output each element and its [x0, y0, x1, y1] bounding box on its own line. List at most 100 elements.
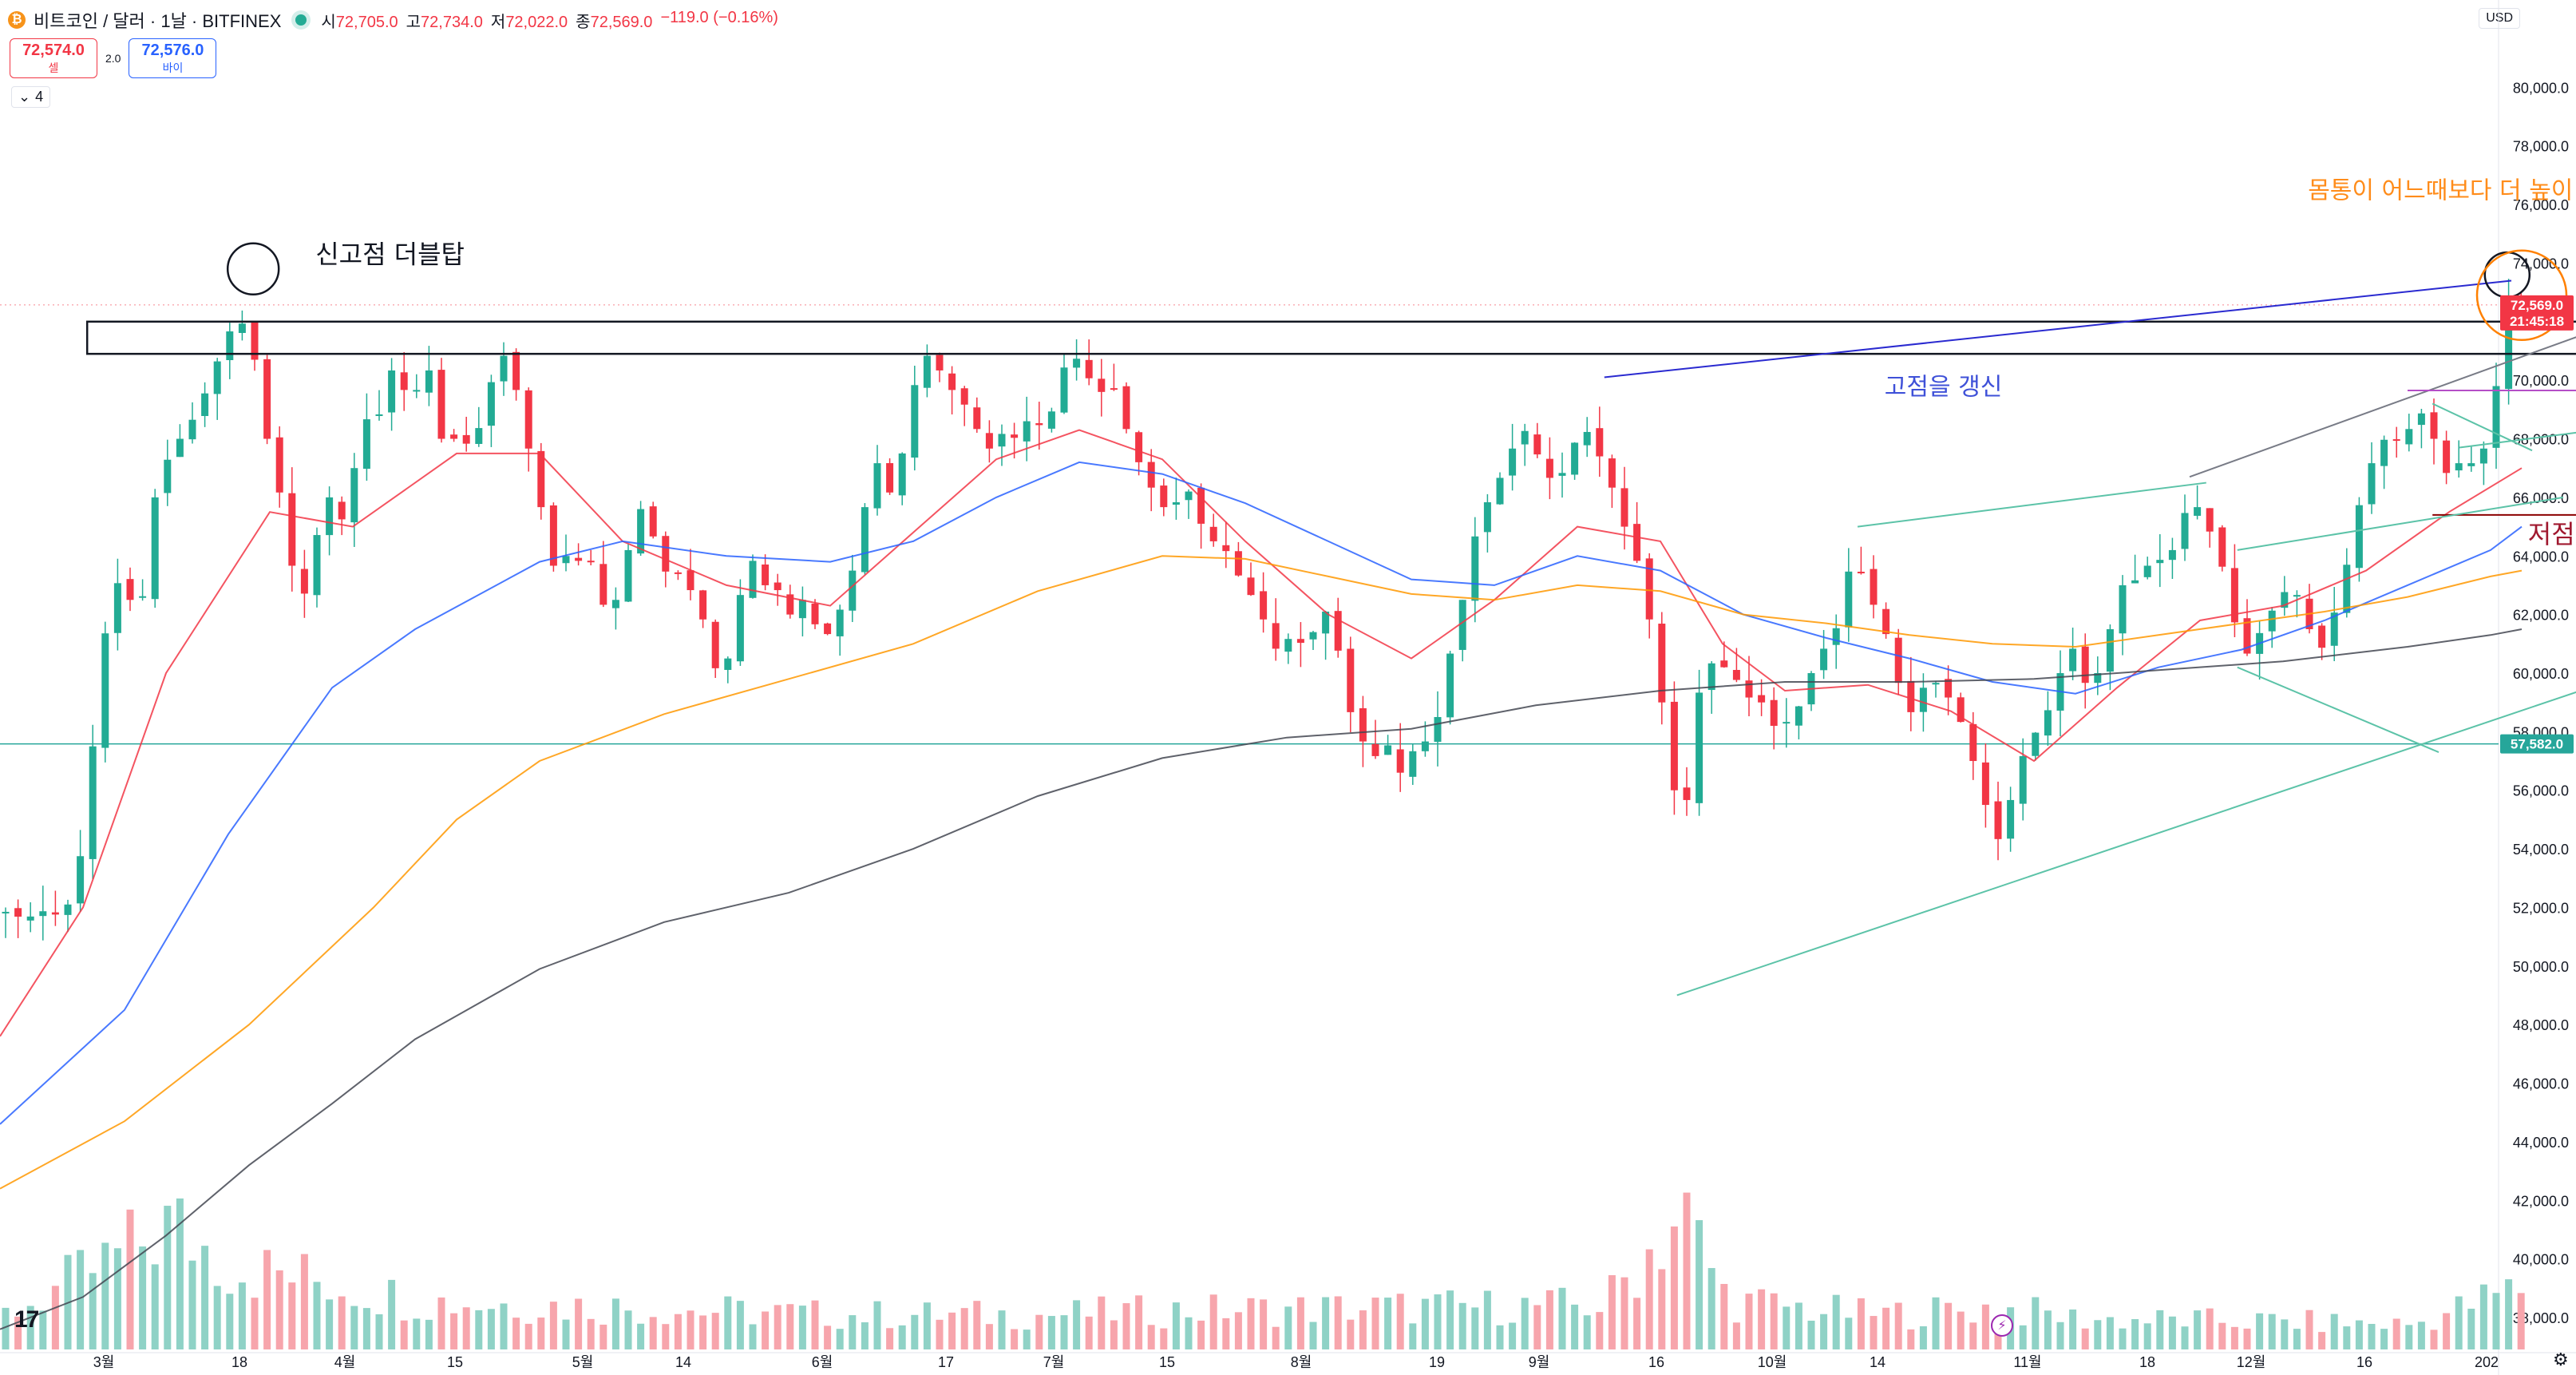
candle-body — [1172, 502, 1180, 505]
candle-body — [1110, 388, 1118, 390]
volume-bar — [2505, 1279, 2513, 1349]
candle-body — [2206, 508, 2214, 532]
candle-body — [599, 564, 607, 605]
volume-bar — [2256, 1313, 2264, 1349]
candle-body — [126, 579, 134, 600]
volume-bar — [1247, 1298, 1255, 1349]
volume-bar — [1209, 1294, 1217, 1349]
volume-bar — [39, 1310, 47, 1349]
volume-bar — [960, 1308, 968, 1349]
volume-bar — [1783, 1306, 1791, 1349]
indicators-toggle[interactable]: ⌄ 4 — [11, 86, 51, 108]
gear-icon[interactable]: ⚙ — [2553, 1349, 2569, 1369]
candle-body — [973, 407, 981, 430]
volume-bar — [2131, 1319, 2139, 1349]
buy-button[interactable]: 72,576.0 바이 — [129, 38, 217, 78]
candle-body — [2181, 513, 2189, 549]
y-tick-label: 54,000.0 — [2513, 842, 2569, 858]
candle-body — [2131, 580, 2139, 584]
candle-body — [1720, 660, 1728, 668]
candle-body — [849, 570, 857, 611]
volume-bar — [425, 1319, 433, 1349]
candle-body — [101, 633, 109, 748]
candle-body — [2032, 732, 2040, 756]
candle-body — [1322, 611, 1330, 634]
volume-bar — [1533, 1305, 1541, 1349]
volume-bar — [537, 1318, 545, 1349]
sell-button[interactable]: 72,574.0 셀 — [10, 38, 97, 78]
y-tick-label: 42,000.0 — [2513, 1193, 2569, 1209]
volume-bar — [1060, 1315, 1068, 1349]
resistance-zone-box — [85, 320, 2576, 355]
candle-body — [699, 590, 707, 620]
lightning-icon[interactable]: ⚡ — [1991, 1314, 2013, 1337]
candle-body — [1384, 745, 1392, 755]
y-tick-label: 48,000.0 — [2513, 1017, 2569, 1033]
symbol-title[interactable]: 비트코인 / 달러 · 1날 · BITFINEX — [34, 11, 282, 31]
x-tick-label: 16 — [2356, 1354, 2372, 1370]
volume-bar — [375, 1314, 383, 1349]
x-tick-label: 6월 — [812, 1354, 833, 1370]
volume-bar — [1471, 1307, 1479, 1349]
volume-bar — [139, 1246, 147, 1349]
x-tick-label: 202 — [2475, 1354, 2499, 1370]
volume-bar — [1845, 1318, 1853, 1349]
volume-bar — [1023, 1329, 1031, 1349]
candle-body — [1994, 801, 2002, 839]
tradingview-logo[interactable]: 17 — [14, 1306, 39, 1333]
candle-body — [575, 557, 583, 561]
candle-body — [2168, 549, 2176, 561]
candle-body — [201, 393, 209, 416]
volume-bar — [936, 1319, 944, 1349]
candle-body — [400, 372, 408, 390]
y-tick-label: 46,000.0 — [2513, 1076, 2569, 1092]
volume-bar — [14, 1316, 22, 1349]
y-tick-label: 66,000.0 — [2513, 490, 2569, 506]
candle-body — [437, 370, 445, 439]
candle-body — [549, 505, 557, 566]
candle-body — [450, 434, 458, 439]
chart-annotation: 몸통이 어느때보다 더 높이! — [2308, 177, 2576, 205]
candle-body — [1820, 648, 1828, 671]
volume-bar — [1160, 1328, 1168, 1349]
volume-bar — [1807, 1320, 1815, 1349]
candle-body — [1185, 491, 1193, 501]
candle-body — [960, 388, 968, 405]
candle-body — [1783, 722, 1791, 724]
candle-body — [1135, 432, 1143, 462]
currency-selector[interactable]: USD — [2479, 8, 2520, 29]
volume-bar — [1110, 1320, 1118, 1349]
candle-body — [487, 382, 495, 426]
candle-body — [2019, 755, 2027, 804]
highlight-circle — [2475, 249, 2568, 342]
volume-bar — [1496, 1325, 1504, 1349]
volume-bar — [2368, 1324, 2376, 1349]
volume-bar — [674, 1314, 682, 1349]
volume-bar — [637, 1323, 645, 1349]
candle-body — [89, 746, 97, 859]
candle-body — [39, 911, 47, 917]
candle-body — [2007, 799, 2015, 839]
volume-bar — [1172, 1302, 1180, 1349]
volume-bar — [2181, 1326, 2189, 1349]
candle-body — [1596, 428, 1604, 457]
volume-bar — [2168, 1316, 2176, 1349]
volume-bar — [774, 1305, 782, 1349]
volume-bar — [2056, 1322, 2064, 1349]
candle-body — [736, 595, 744, 662]
candle-body — [2069, 648, 2077, 672]
candle-body — [2293, 595, 2301, 597]
candle-body — [475, 428, 483, 444]
volume-bar — [1011, 1329, 1019, 1349]
candle-body — [811, 603, 819, 624]
volume-bar — [388, 1279, 396, 1349]
volume-bar — [662, 1324, 670, 1349]
volume-bar — [1894, 1302, 1902, 1349]
candle-body — [2194, 507, 2202, 516]
trade-quotes: 72,574.0 셀 2.0 72,576.0 바이 — [10, 38, 217, 78]
volume-bar — [1384, 1298, 1392, 1349]
candle-body — [2281, 592, 2289, 608]
candle-body — [2343, 565, 2351, 613]
x-tick-label: 15 — [447, 1354, 463, 1370]
